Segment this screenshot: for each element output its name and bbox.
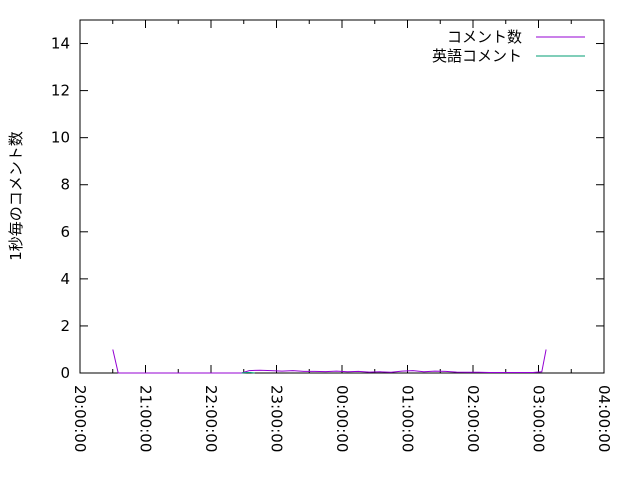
legend-label: コメント数 [447, 28, 522, 46]
y-axis-label: 1秒毎のコメント数 [7, 131, 25, 261]
y-tick-label: 6 [60, 223, 70, 241]
x-tick-label: 00:00:00 [333, 385, 351, 452]
plot-border [79, 19, 605, 374]
x-tick-label: 20:00:00 [71, 385, 89, 452]
x-tick-label: 23:00:00 [268, 385, 286, 452]
x-tick-label: 04:00:00 [595, 385, 613, 452]
y-tick-label: 14 [51, 35, 70, 53]
x-tick-label: 21:00:00 [137, 385, 155, 452]
y-tick-label: 0 [60, 364, 70, 382]
y-tick-label: 4 [60, 270, 70, 288]
y-tick-label: 2 [60, 317, 70, 335]
y-tick-label: 8 [60, 176, 70, 194]
y-tick-label: 10 [51, 129, 70, 147]
x-tick-label: 03:00:00 [530, 385, 548, 452]
x-tick-label: 22:00:00 [202, 385, 220, 452]
series-line-1 [112, 349, 547, 374]
series-line-2 [241, 372, 255, 374]
x-tick-label: 02:00:00 [464, 385, 482, 452]
x-tick-label: 01:00:00 [399, 385, 417, 452]
legend-label: 英語コメント [432, 47, 522, 65]
y-tick-label: 12 [51, 82, 70, 100]
